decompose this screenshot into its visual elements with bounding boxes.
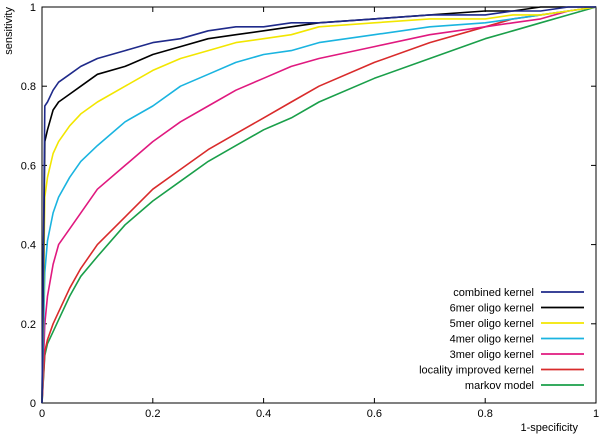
y-axis-label: sensitivity <box>3 7 15 55</box>
y-tick-label: 0.2 <box>21 319 36 331</box>
y-tick-label: 1 <box>30 2 36 14</box>
legend-label: markov model <box>465 380 534 392</box>
x-axis-label: 1-specificity <box>521 422 579 434</box>
y-tick-label: 0.4 <box>21 240 36 252</box>
x-tick-label: 0 <box>39 408 45 420</box>
y-tick-label: 0.6 <box>21 160 36 172</box>
series-line-5mer-oligo-kernel <box>41 6 597 404</box>
legend-label: 6mer oligo kernel <box>450 303 534 315</box>
series-line-6mer-oligo-kernel <box>41 6 596 404</box>
series-line-3mer-oligo-kernel <box>41 6 597 404</box>
x-tick-label: 0.6 <box>367 408 382 420</box>
legend-label: 4mer oligo kernel <box>450 334 534 346</box>
x-tick-label: 0.8 <box>478 408 493 420</box>
y-tick-label: 0.8 <box>21 81 36 93</box>
y-tick-label: 0 <box>30 398 36 410</box>
x-tick-label: 0.4 <box>256 408 271 420</box>
series-line-combined-kernel <box>41 6 596 404</box>
x-tick-label: 0.2 <box>145 408 160 420</box>
legend-label: 3mer oligo kernel <box>450 349 534 361</box>
legend-label: 5mer oligo kernel <box>450 318 534 330</box>
plot-frame <box>41 6 597 404</box>
legend-label: combined kernel <box>453 287 534 299</box>
series-line-locality-improved-kernel <box>41 6 597 404</box>
x-tick-label: 1 <box>593 408 599 420</box>
legend: combined kernel 6mer oligo kernel 5mer oli… <box>419 287 584 392</box>
series-lines <box>41 6 597 404</box>
series-line-4mer-oligo-kernel <box>41 6 597 404</box>
series-line-markov-model <box>41 6 597 404</box>
tick-marks: 0 0.2 0.4 0.6 0.8 1 0 0.2 0.4 0.6 0.8 1 <box>21 2 599 420</box>
legend-label: locality improved kernel <box>419 365 534 377</box>
